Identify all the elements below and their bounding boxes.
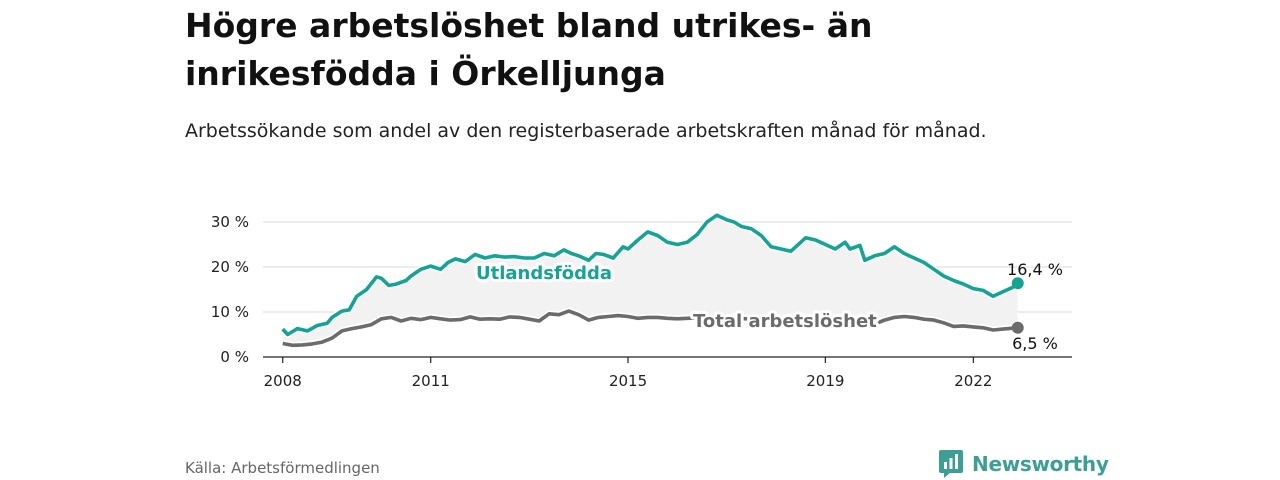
foreign-series-label: Utlandsfödda xyxy=(476,263,612,284)
x-tick-label: 2022 xyxy=(954,372,992,390)
source-note: Källa: Arbetsförmedlingen xyxy=(185,459,380,477)
x-tick-label: 2015 xyxy=(609,372,647,390)
x-tick-label: 2019 xyxy=(806,372,844,390)
total-end-point xyxy=(1011,321,1024,334)
y-tick-label: 20 % xyxy=(211,258,249,276)
foreign-series-label-halo: Utlandsfödda xyxy=(476,263,612,284)
total-series-label-halo: Total arbetslöshet xyxy=(693,311,877,332)
total-end-label: 6,5 % xyxy=(1012,334,1058,353)
x-tick-label: 2011 xyxy=(412,372,450,390)
foreign-end-label: 16,4 % xyxy=(1007,260,1063,279)
newsworthy-logo-icon xyxy=(939,450,963,478)
y-tick-label: 10 % xyxy=(211,303,249,321)
x-tick-label: 2008 xyxy=(264,372,302,390)
brand-name: Newsworthy xyxy=(972,452,1109,476)
brand-logo[interactable]: Newsworthy xyxy=(938,450,1109,478)
foreign-end-point xyxy=(1011,277,1024,290)
page-title: Högre arbetslöshet bland utrikes- än inr… xyxy=(185,6,873,93)
gap-area xyxy=(282,215,1018,346)
total-line xyxy=(282,309,1018,348)
line-chart: 0 % 10 % 20 % 30 % 2008 2011 2015 2019 2022 Utlan… xyxy=(211,211,1072,390)
y-tick-label: 0 % xyxy=(220,348,249,366)
total-series-label: Total arbetslöshet xyxy=(693,311,877,332)
page-subtitle: Arbetssökande som andel av den registerb… xyxy=(185,120,987,142)
y-tick-label: 30 % xyxy=(211,213,249,231)
foreign-line xyxy=(281,213,1019,337)
